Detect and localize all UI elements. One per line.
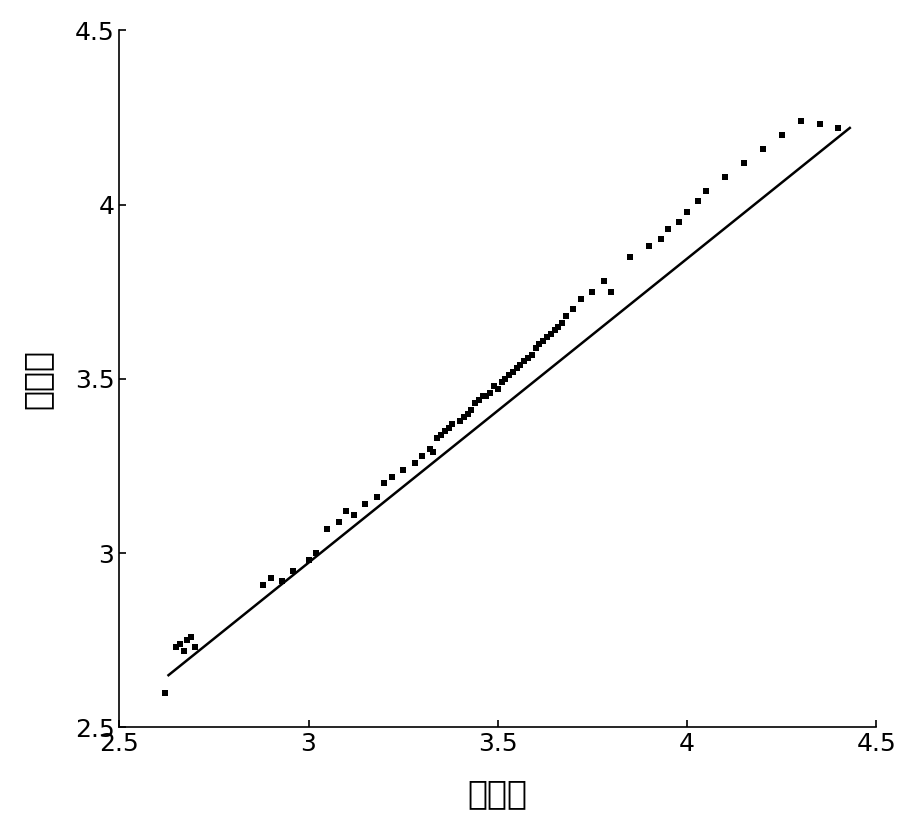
Point [831,121,845,135]
Point [441,421,456,435]
Point [169,641,183,654]
Point [555,317,569,330]
Point [180,634,194,647]
Point [596,275,611,288]
Point [774,128,789,141]
Point [502,369,516,382]
Point [286,564,301,578]
Point [275,574,290,588]
Point [487,379,502,392]
Point [475,390,490,403]
Point [544,327,558,340]
Point [532,337,547,351]
Point [661,223,676,236]
Point [491,383,505,396]
Point [430,431,445,445]
Point [320,522,335,535]
Point [263,571,278,584]
Point [460,407,475,420]
Point [653,233,668,246]
Point [414,449,429,462]
Point [169,641,183,654]
Point [426,445,441,459]
Point [517,355,532,368]
X-axis label: 实际値: 实际値 [468,777,528,810]
Point [188,641,203,654]
Point [623,250,637,263]
Point [453,414,468,427]
Point [574,292,589,305]
Point [718,170,733,184]
Point [176,644,191,657]
Point [509,361,524,375]
Point [396,463,411,476]
Point [468,396,482,410]
Point [558,309,573,322]
Point [547,323,562,337]
Point [525,348,539,361]
Point [521,352,536,365]
Point [457,411,471,424]
Point [812,118,827,131]
Point [642,240,657,253]
Point [331,515,346,529]
Point [339,504,354,518]
Y-axis label: 预测値: 预测値 [21,349,54,409]
Point [494,376,509,389]
Point [699,184,713,197]
Point [505,366,520,379]
Point [309,547,324,560]
Point [347,509,361,522]
Point [585,285,600,298]
Point [479,390,493,403]
Point [301,553,315,567]
Point [377,477,392,490]
Point [691,194,706,208]
Point [445,417,459,430]
Point [434,428,448,441]
Point [158,686,172,699]
Point [256,578,271,591]
Point [566,302,580,316]
Point [540,331,555,344]
Point [407,456,422,470]
Point [423,442,437,455]
Point [672,215,687,229]
Point [464,404,479,417]
Point [437,425,452,438]
Point [756,142,770,155]
Point [498,372,513,386]
Point [514,358,528,371]
Point [736,156,751,170]
Point [551,320,566,333]
Point [679,205,694,219]
Point [384,470,399,483]
Point [483,386,498,400]
Point [370,491,384,504]
Point [172,637,187,651]
Point [183,630,198,643]
Point [793,115,808,128]
Point [358,498,372,511]
Point [604,285,619,298]
Point [536,334,550,347]
Point [471,393,486,406]
Point [528,341,543,354]
